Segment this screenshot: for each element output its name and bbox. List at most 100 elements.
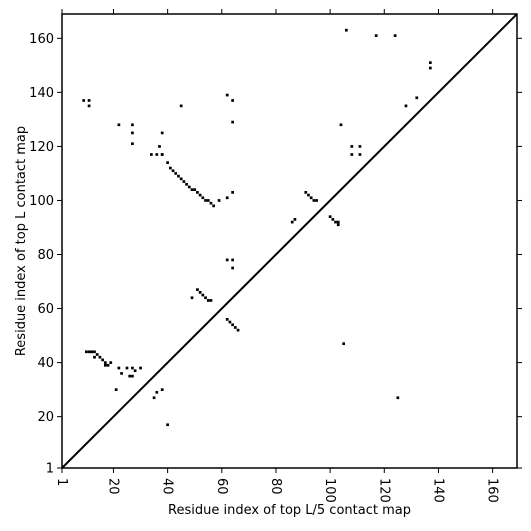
contact-point bbox=[171, 169, 175, 173]
contact-point bbox=[231, 120, 234, 124]
contact-point bbox=[158, 145, 161, 148]
y-tick-label: 1 bbox=[46, 462, 54, 477]
contact-point bbox=[155, 153, 159, 156]
contact-point bbox=[231, 191, 234, 194]
contact-point bbox=[196, 191, 199, 194]
contact-point bbox=[179, 104, 183, 108]
contact-point bbox=[225, 258, 229, 262]
contact-point bbox=[87, 350, 91, 354]
y-tick-label: 100 bbox=[29, 194, 54, 209]
contact-point bbox=[206, 199, 210, 202]
contact-point bbox=[139, 366, 142, 370]
y-tick-label: 40 bbox=[37, 356, 54, 371]
contact-point bbox=[109, 361, 113, 364]
contact-point bbox=[82, 99, 86, 102]
contact-point bbox=[185, 182, 188, 186]
contact-point bbox=[415, 96, 419, 100]
x-tick-label: 160 bbox=[485, 478, 500, 503]
x-tick-label: 80 bbox=[268, 478, 283, 495]
contact-point bbox=[95, 353, 99, 356]
contact-point bbox=[131, 374, 134, 378]
contact-point bbox=[160, 388, 164, 391]
contact-point bbox=[190, 296, 194, 300]
contact-point bbox=[93, 350, 96, 354]
contact-point bbox=[428, 66, 432, 70]
contact-point bbox=[307, 193, 310, 197]
contact-point bbox=[342, 342, 346, 346]
contact-markers bbox=[82, 28, 432, 427]
contact-point bbox=[315, 199, 318, 202]
contact-point bbox=[336, 220, 340, 224]
contact-point bbox=[98, 355, 102, 359]
contact-point bbox=[190, 188, 194, 191]
contact-point bbox=[168, 166, 172, 170]
contact-point bbox=[231, 258, 234, 262]
contact-point bbox=[103, 361, 107, 364]
y-tick-label: 20 bbox=[37, 410, 54, 425]
contact-point bbox=[233, 326, 237, 329]
x-tick-label: 60 bbox=[214, 478, 229, 495]
contact-point bbox=[182, 180, 186, 183]
contact-point bbox=[103, 363, 107, 367]
x-tick-label: 1 bbox=[54, 478, 69, 486]
contact-point bbox=[225, 196, 229, 200]
contact-point bbox=[293, 218, 297, 221]
contact-point bbox=[404, 104, 408, 108]
contact-point bbox=[358, 153, 362, 156]
contact-point bbox=[328, 215, 332, 219]
contact-point bbox=[212, 204, 216, 208]
y-tick-label: 160 bbox=[29, 32, 54, 47]
contact-point bbox=[131, 131, 134, 135]
x-axis-title: Residue index of top L/5 contact map bbox=[168, 503, 411, 518]
x-axis: 1 20 40 60 80 100 120 140 160 bbox=[54, 9, 500, 503]
contact-point bbox=[217, 199, 221, 202]
contact-point bbox=[231, 266, 234, 270]
y-tick-label: 140 bbox=[29, 86, 54, 101]
contact-point bbox=[209, 299, 213, 302]
contact-point bbox=[209, 201, 213, 205]
contact-point bbox=[206, 299, 210, 302]
contact-point bbox=[131, 366, 134, 370]
y-axis-title: Residue index of top L contact map bbox=[14, 126, 29, 356]
contact-point bbox=[166, 423, 169, 427]
contact-point bbox=[87, 99, 91, 102]
contact-point bbox=[174, 172, 178, 175]
contact-point bbox=[428, 61, 432, 64]
contact-point bbox=[225, 318, 229, 321]
contact-point bbox=[331, 218, 335, 221]
contact-point bbox=[155, 390, 159, 394]
y-tick-label: 120 bbox=[29, 140, 54, 155]
contact-point bbox=[350, 145, 354, 148]
contact-point bbox=[179, 177, 183, 181]
contact-point bbox=[187, 185, 191, 189]
contact-point bbox=[150, 153, 153, 156]
contact-point bbox=[166, 161, 169, 164]
contact-point bbox=[236, 328, 240, 332]
contact-point bbox=[228, 320, 232, 324]
x-tick-label: 120 bbox=[376, 478, 391, 503]
contact-point bbox=[393, 34, 397, 37]
x-tick-label: 100 bbox=[322, 478, 337, 503]
contact-point bbox=[120, 372, 123, 375]
contact-point bbox=[117, 366, 121, 370]
contact-point bbox=[196, 288, 199, 291]
contact-point bbox=[106, 363, 110, 367]
contact-point bbox=[198, 290, 202, 294]
contact-point bbox=[336, 223, 340, 227]
contact-point bbox=[201, 196, 205, 200]
contact-point bbox=[131, 142, 134, 146]
contact-point bbox=[125, 366, 129, 370]
x-tick-label: 20 bbox=[105, 478, 120, 495]
contact-point bbox=[350, 153, 354, 156]
contact-point bbox=[133, 369, 137, 373]
contact-point bbox=[204, 199, 207, 202]
contact-point bbox=[160, 131, 164, 135]
contact-point bbox=[231, 99, 234, 102]
contact-point bbox=[117, 123, 121, 127]
contact-point bbox=[160, 153, 164, 156]
contact-point bbox=[312, 199, 316, 202]
contact-point bbox=[334, 220, 337, 224]
contact-point bbox=[85, 350, 88, 354]
